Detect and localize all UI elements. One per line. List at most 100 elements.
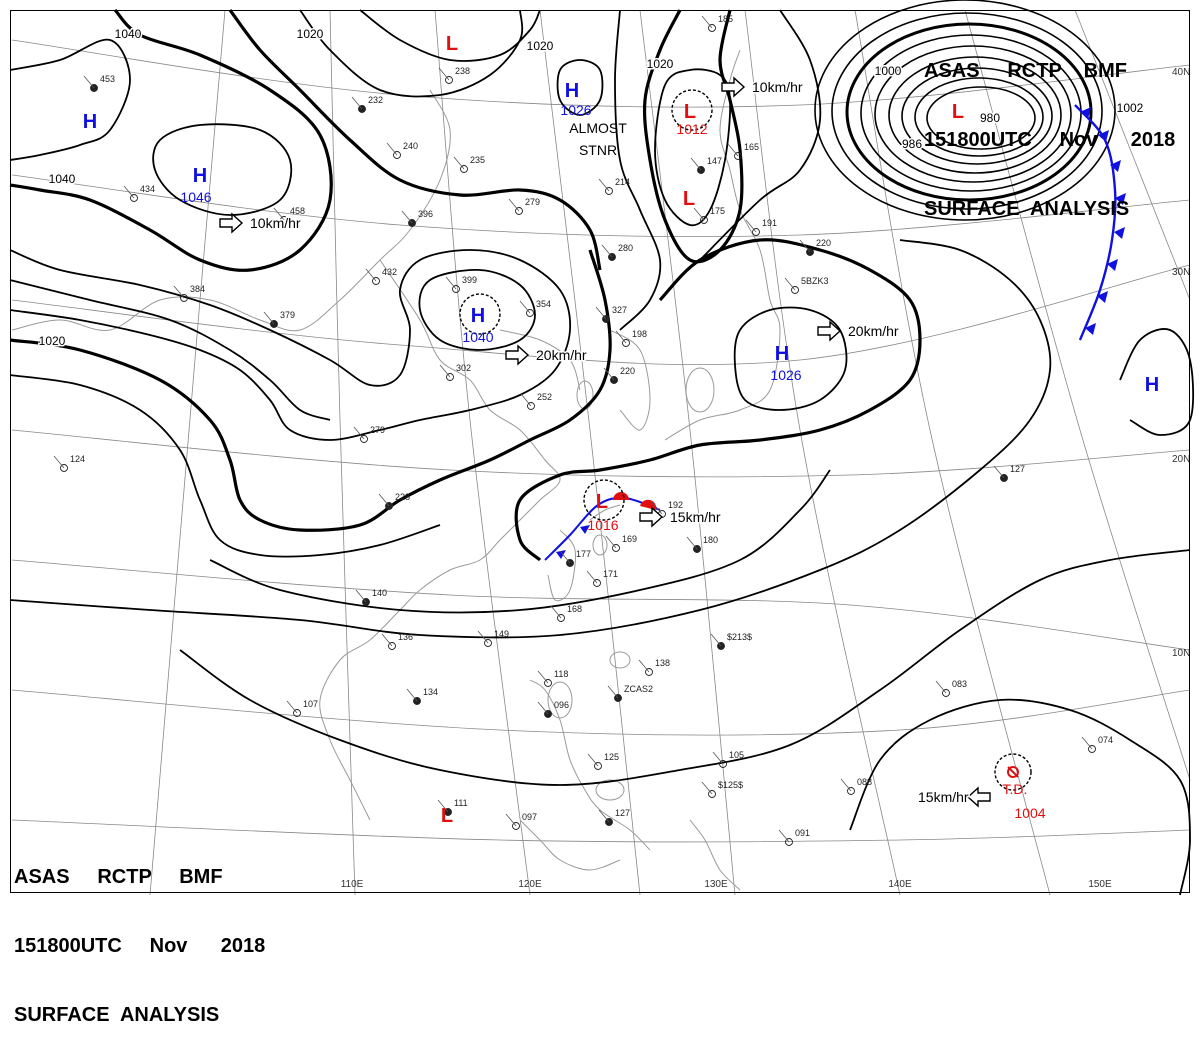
isobar-label: 1040 bbox=[49, 172, 76, 186]
station-plot: $213$ bbox=[710, 632, 752, 650]
station-plot: 432 bbox=[365, 267, 397, 285]
station-pressure: 074 bbox=[1098, 735, 1113, 745]
low-symbol: L bbox=[952, 101, 964, 123]
station-circle bbox=[593, 579, 601, 587]
center-pressure-value: 1040 bbox=[462, 329, 493, 345]
coastlines bbox=[11, 49, 781, 891]
station-pressure: 5BZK3 bbox=[801, 276, 829, 286]
station-pressure: 125 bbox=[604, 752, 619, 762]
header-line-3: SURFACE ANALYSIS bbox=[14, 1004, 220, 1026]
meridian bbox=[744, 9, 901, 896]
station-plot: 140 bbox=[355, 588, 387, 606]
station-circle bbox=[512, 822, 520, 830]
station-pressure: 432 bbox=[382, 267, 397, 277]
station-plot: 238 bbox=[438, 66, 470, 84]
isobar-label: 1020 bbox=[527, 39, 554, 53]
parallel bbox=[11, 429, 1191, 478]
isobar bbox=[514, 238, 922, 562]
wind-barb bbox=[173, 285, 185, 299]
center-pressure-value: 1004 bbox=[1014, 805, 1045, 821]
meridian bbox=[149, 9, 226, 896]
station-plot: 458 bbox=[273, 206, 305, 224]
wind-barb bbox=[840, 778, 852, 792]
station-pressure: 138 bbox=[655, 658, 670, 668]
wind-barb bbox=[537, 670, 549, 684]
isobar bbox=[914, 77, 1044, 157]
wind-barb bbox=[355, 589, 367, 603]
station-pressure: 177 bbox=[576, 549, 591, 559]
cold-front-barb bbox=[1097, 291, 1108, 303]
center-dashed-ring bbox=[671, 89, 713, 131]
cold-front-barb bbox=[1115, 193, 1126, 205]
station-circle bbox=[445, 76, 453, 84]
wind-barb bbox=[690, 157, 702, 171]
isobar bbox=[888, 56, 1062, 174]
station-plot: 105 bbox=[712, 750, 744, 768]
longitude-label: 130E bbox=[704, 879, 728, 890]
station-circle bbox=[645, 668, 653, 676]
motion-arrow bbox=[219, 212, 244, 234]
station-pressure: $213$ bbox=[727, 632, 752, 642]
center-dashed-ring bbox=[459, 293, 501, 335]
parallel bbox=[11, 819, 1191, 843]
coastline bbox=[547, 529, 576, 602]
isobar bbox=[926, 86, 1036, 150]
station-pressure: 396 bbox=[418, 209, 433, 219]
latitude-label: 30N bbox=[1172, 267, 1190, 278]
high-pressure-center: H bbox=[1145, 374, 1159, 396]
meridian bbox=[1074, 9, 1191, 301]
wind-barb bbox=[701, 781, 713, 795]
header-line-1: ASAS RCTP BMF bbox=[14, 866, 223, 888]
station-pressure: 105 bbox=[729, 750, 744, 760]
high-symbol: H bbox=[193, 165, 207, 187]
wind-barb bbox=[587, 753, 599, 767]
station-pressure: 171 bbox=[603, 569, 618, 579]
station-circle bbox=[557, 614, 565, 622]
isobar bbox=[654, 68, 732, 227]
wind-barb bbox=[286, 700, 298, 714]
cold-front-barb bbox=[1114, 227, 1125, 239]
station-plot: 252 bbox=[520, 392, 552, 410]
warm-front-bump bbox=[613, 492, 629, 500]
isobar-label: 1020 bbox=[39, 334, 66, 348]
isobar bbox=[699, 9, 822, 261]
station-circle bbox=[700, 216, 708, 224]
wind-barb bbox=[727, 143, 739, 157]
isobar bbox=[614, 9, 662, 331]
wind-barb bbox=[701, 15, 713, 29]
station-plot: 096 bbox=[537, 700, 569, 718]
station-circle bbox=[708, 790, 716, 798]
island bbox=[609, 651, 631, 669]
station-plot: 220 bbox=[603, 366, 635, 384]
island bbox=[595, 779, 625, 801]
station-plot: 168 bbox=[550, 604, 582, 622]
low-pressure-center: L bbox=[446, 33, 458, 55]
station-pressure: 185 bbox=[718, 14, 733, 24]
station-pressure: 214 bbox=[615, 177, 630, 187]
station-circle bbox=[847, 787, 855, 795]
wind-barb bbox=[586, 570, 598, 584]
high-pressure-center: H 1026 20km/hr bbox=[770, 320, 900, 383]
station-plot: 125 bbox=[587, 752, 619, 770]
high-symbol: H bbox=[471, 305, 485, 327]
motion-label: 20km/hr bbox=[848, 323, 899, 339]
center-pressure-value: 1026 bbox=[560, 102, 591, 118]
wind-barb bbox=[351, 96, 363, 110]
wind-barb bbox=[745, 219, 757, 233]
low-symbol: L bbox=[684, 101, 696, 123]
longitude-label: 150E bbox=[1088, 879, 1112, 890]
wind-barb bbox=[712, 751, 724, 765]
meridian bbox=[539, 9, 641, 896]
isobar-label: 1020 bbox=[297, 27, 324, 41]
station-circle bbox=[1088, 745, 1096, 753]
wind-barb bbox=[537, 701, 549, 715]
station-circle bbox=[460, 165, 468, 173]
station-pressure: 238 bbox=[455, 66, 470, 76]
station-circle bbox=[360, 435, 368, 443]
station-plot: 453 bbox=[83, 74, 115, 92]
longitude-label: 140E bbox=[888, 879, 912, 890]
wind-barb bbox=[686, 536, 698, 550]
station-pressure: 198 bbox=[632, 329, 647, 339]
motion-label: 20km/hr bbox=[536, 347, 587, 363]
station-circle bbox=[942, 689, 950, 697]
